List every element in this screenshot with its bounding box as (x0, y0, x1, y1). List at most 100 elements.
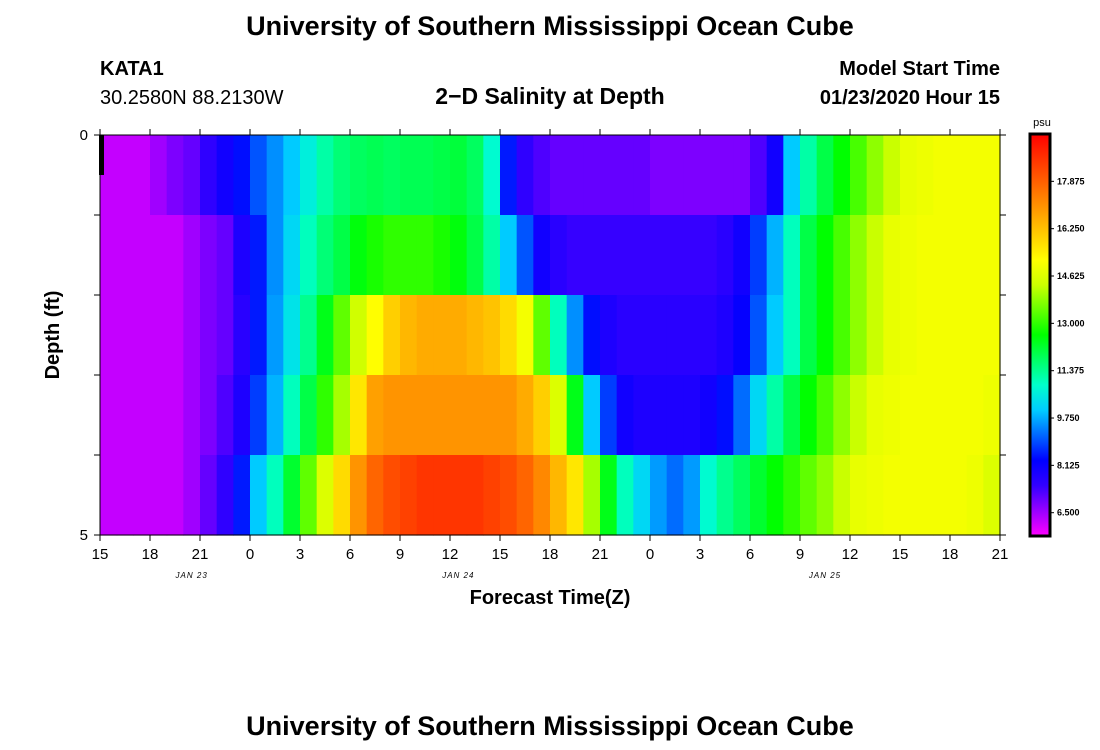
heatmap-cell (316, 375, 334, 456)
heatmap-cell (850, 135, 868, 216)
heatmap-cell (650, 375, 668, 456)
heatmap-cell (533, 135, 551, 216)
heatmap-cell (216, 295, 234, 376)
heatmap-cell (900, 215, 918, 296)
heatmap-cell (350, 215, 368, 296)
heatmap-cell (250, 135, 268, 216)
heatmap-cell (383, 455, 401, 536)
heatmap-cell (916, 375, 934, 456)
heatmap-cell (516, 375, 534, 456)
heatmap-cell (800, 375, 818, 456)
heatmap-cell (266, 455, 284, 536)
heatmap-cell (733, 295, 751, 376)
x-tick-label: 15 (492, 546, 509, 563)
heatmap-cell (950, 295, 968, 376)
heatmap-cell (933, 375, 951, 456)
heatmap-cell (666, 455, 684, 536)
heatmap-cell (416, 215, 434, 296)
heatmap-cell (333, 295, 351, 376)
x-tick-label: 12 (842, 546, 859, 563)
date-label: JAN 25 (808, 571, 841, 580)
heatmap-cell (833, 375, 851, 456)
date-label: JAN 23 (175, 571, 208, 580)
heatmap-cell (200, 295, 218, 376)
heatmap-cell (333, 375, 351, 456)
station-id: KATA1 (100, 58, 164, 80)
heatmap-cell (166, 455, 184, 536)
x-axis-title: Forecast Time(Z) (470, 587, 631, 609)
heatmap-cell (466, 135, 484, 216)
heatmap-cell (166, 135, 184, 216)
heatmap-cell (583, 215, 601, 296)
colorbar-tick-label: 8.125 (1057, 460, 1080, 470)
heatmap-cell (800, 295, 818, 376)
heatmap-cell (750, 215, 768, 296)
heatmap-cell (300, 135, 318, 216)
heatmap-cell (400, 215, 418, 296)
heatmap-cell (300, 375, 318, 456)
y-tick-label: 5 (80, 527, 88, 544)
heatmap-cell (416, 455, 434, 536)
heatmap-cell (250, 455, 268, 536)
heatmap-cell (116, 135, 134, 216)
x-axis: 15 18 21 0 3 6 9 12 15 18 21 0 3 6 9 12 15 18 21 JAN 23 JAN … (92, 129, 1009, 580)
colorbar-unit: psu (1033, 117, 1051, 129)
heatmap-cell (933, 215, 951, 296)
top-title: University of Southern Mississippi Ocean… (246, 11, 854, 41)
heatmap-cell (100, 215, 118, 296)
heatmap-cell (750, 295, 768, 376)
heatmap-cell (500, 455, 518, 536)
heatmap-cell (866, 135, 884, 216)
heatmap-cell (150, 375, 168, 456)
colorbar-tick-label: 17.875 (1057, 176, 1085, 186)
heatmap-cell (200, 375, 218, 456)
heatmap-cell (466, 455, 484, 536)
heatmap-cell (483, 135, 501, 216)
heatmap-cell (600, 295, 618, 376)
x-tick-label: 21 (992, 546, 1009, 563)
heatmap-cell (966, 135, 984, 216)
heatmap-cell (166, 295, 184, 376)
heatmap-cell (666, 135, 684, 216)
heatmap-cell (366, 215, 384, 296)
heatmap-cell (616, 135, 634, 216)
heatmap-cell (233, 375, 251, 456)
heatmap-cell (700, 295, 718, 376)
heatmap-cell (666, 375, 684, 456)
heatmap-cell (366, 375, 384, 456)
heatmap-cell (300, 295, 318, 376)
start-time-marker (99, 135, 104, 175)
heatmap-cell (383, 215, 401, 296)
heatmap-cell (950, 135, 968, 216)
heatmap-cell (950, 375, 968, 456)
heatmap-cell (883, 455, 901, 536)
date-label: JAN 24 (441, 571, 474, 580)
heatmap-cell (350, 295, 368, 376)
y-axis-title: Depth (ft) (42, 291, 64, 380)
heatmap-cell (783, 375, 801, 456)
heatmap-cell (266, 295, 284, 376)
heatmap-cell (883, 375, 901, 456)
heatmap-cell (500, 215, 518, 296)
heatmap-cell (683, 135, 701, 216)
heatmap-cell (683, 375, 701, 456)
heatmap-cell (750, 455, 768, 536)
heatmap-cell (183, 135, 201, 216)
heatmap-cell (400, 455, 418, 536)
heatmap-cell (916, 215, 934, 296)
colorbar-tick-label: 16.250 (1057, 224, 1085, 234)
heatmap-cell (766, 135, 784, 216)
heatmap-cell (850, 375, 868, 456)
heatmap-cell (716, 295, 734, 376)
heatmap-cell (483, 295, 501, 376)
heatmap-cell (183, 455, 201, 536)
x-tick-label: 3 (696, 546, 704, 563)
x-tick-label: 3 (296, 546, 304, 563)
heatmap-cell (283, 215, 301, 296)
heatmap-cell (716, 215, 734, 296)
colorbar-tick-label: 6.500 (1057, 508, 1080, 518)
heatmap-cell (583, 135, 601, 216)
heatmap-cell (416, 135, 434, 216)
heatmap-cell (933, 135, 951, 216)
